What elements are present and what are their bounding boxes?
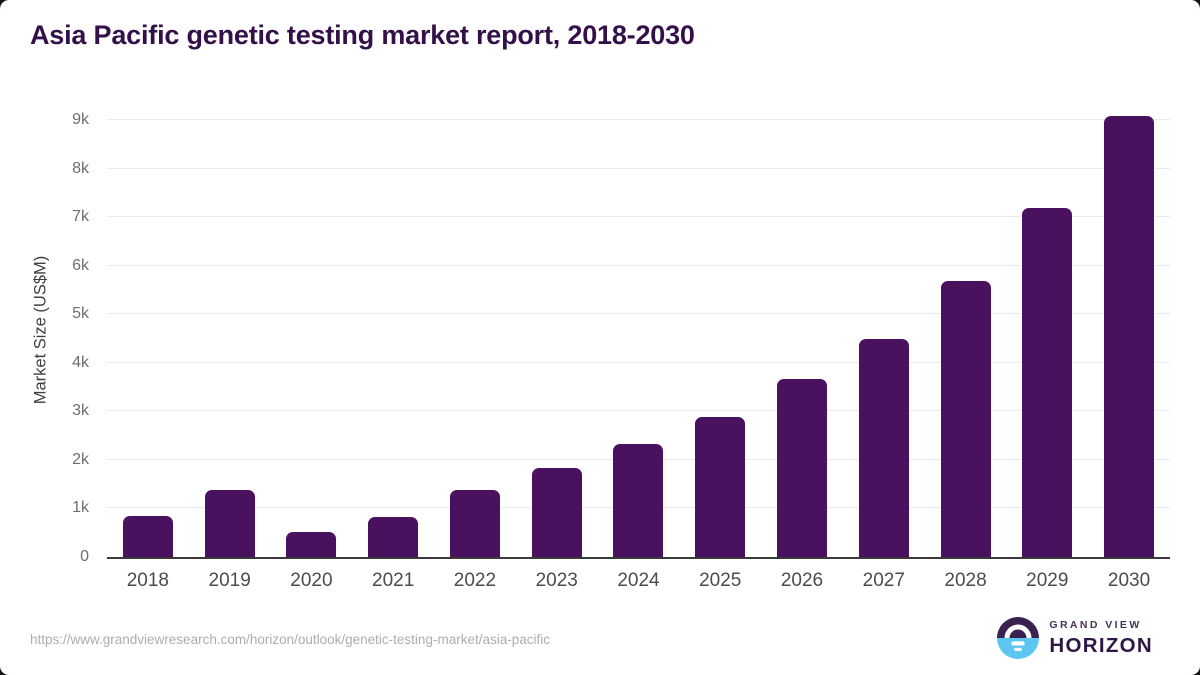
bar-slot xyxy=(925,105,1007,557)
y-tick-label: 1k xyxy=(72,499,89,517)
chart-title: Asia Pacific genetic testing market repo… xyxy=(30,20,695,50)
gridline xyxy=(107,167,1170,169)
bar-2030[interactable] xyxy=(1104,116,1155,557)
x-tick-label: 2021 xyxy=(372,570,415,591)
bar-slot xyxy=(843,105,925,557)
x-tick-label: 2024 xyxy=(617,570,660,591)
y-tick-label: 0 xyxy=(80,548,89,565)
y-tick-label: 2k xyxy=(72,450,89,468)
y-tick-label: 7k xyxy=(72,208,89,226)
bar-slot xyxy=(189,105,271,557)
bar-2029[interactable] xyxy=(1022,208,1073,557)
y-tick-label: 9k xyxy=(72,111,89,129)
bar-2023[interactable] xyxy=(531,467,582,557)
y-tick-label: 4k xyxy=(72,353,89,371)
x-tick-label: 2020 xyxy=(290,570,333,591)
x-tick-label: 2027 xyxy=(862,570,905,591)
bar-2026[interactable] xyxy=(777,379,827,557)
gridline xyxy=(107,361,1170,363)
bar-slot xyxy=(1088,105,1170,557)
x-tick-label: 2023 xyxy=(535,570,578,591)
y-tick-label: 8k xyxy=(72,159,89,177)
logo-brand-top: GRAND VIEW xyxy=(1049,618,1142,631)
gridline xyxy=(107,264,1170,266)
x-tick-label: 2022 xyxy=(453,570,497,591)
x-tick-label: 2029 xyxy=(1026,570,1069,591)
bar-2020[interactable] xyxy=(286,532,337,557)
bar-slot xyxy=(107,105,189,557)
brand-logo: GRAND VIEW HORIZON xyxy=(997,617,1153,659)
bar-slot xyxy=(271,105,353,557)
bars-container xyxy=(107,105,1170,557)
bar-slot xyxy=(434,105,516,557)
y-tick-label: 3k xyxy=(72,402,89,420)
horizon-sunrise-logo-icon xyxy=(997,617,1040,659)
gridline xyxy=(107,410,1170,412)
bar-2027[interactable] xyxy=(858,338,909,557)
y-axis-tick-labels: 0 1k 2k 3k 4k 5k 6k 7k 8k 9k xyxy=(0,105,89,565)
x-tick-label: 2030 xyxy=(1107,570,1151,591)
bar-2025[interactable] xyxy=(695,416,746,557)
logo-wordmark: GRAND VIEW HORIZON xyxy=(1049,619,1153,658)
bar-slot xyxy=(516,105,598,557)
x-tick-label: 2019 xyxy=(208,570,251,591)
x-axis-labels: 2018 2019 2020 2021 2022 2023 2024 2025 2026 2027… xyxy=(107,570,1170,592)
bar-2021[interactable] xyxy=(368,516,419,557)
bar-slot xyxy=(1006,105,1088,557)
x-tick-label: 2025 xyxy=(699,570,742,591)
gridline xyxy=(107,313,1170,315)
bar-2028[interactable] xyxy=(940,281,991,557)
bar-slot xyxy=(761,105,843,557)
x-tick-label: 2026 xyxy=(780,570,824,591)
plot-area: 2018 2019 2020 2021 2022 2023 2024 2025 2026 2027… xyxy=(107,105,1170,591)
bar-slot xyxy=(679,105,761,557)
bar-slot xyxy=(352,105,434,557)
bar-2024[interactable] xyxy=(613,444,664,557)
source-url: https://www.grandviewresearch.com/horizo… xyxy=(30,632,550,647)
y-tick-label: 5k xyxy=(72,305,89,323)
y-tick-label: 6k xyxy=(72,256,89,274)
gridline xyxy=(107,119,1170,121)
x-tick-label: 2018 xyxy=(126,570,170,591)
bar-2019[interactable] xyxy=(204,489,255,557)
bar-slot xyxy=(598,105,680,557)
logo-brand-bottom: HORIZON xyxy=(1049,633,1153,657)
gridline xyxy=(107,216,1170,218)
x-tick-label: 2028 xyxy=(944,570,987,591)
bar-2022[interactable] xyxy=(449,490,500,557)
bar-2018[interactable] xyxy=(122,515,173,557)
